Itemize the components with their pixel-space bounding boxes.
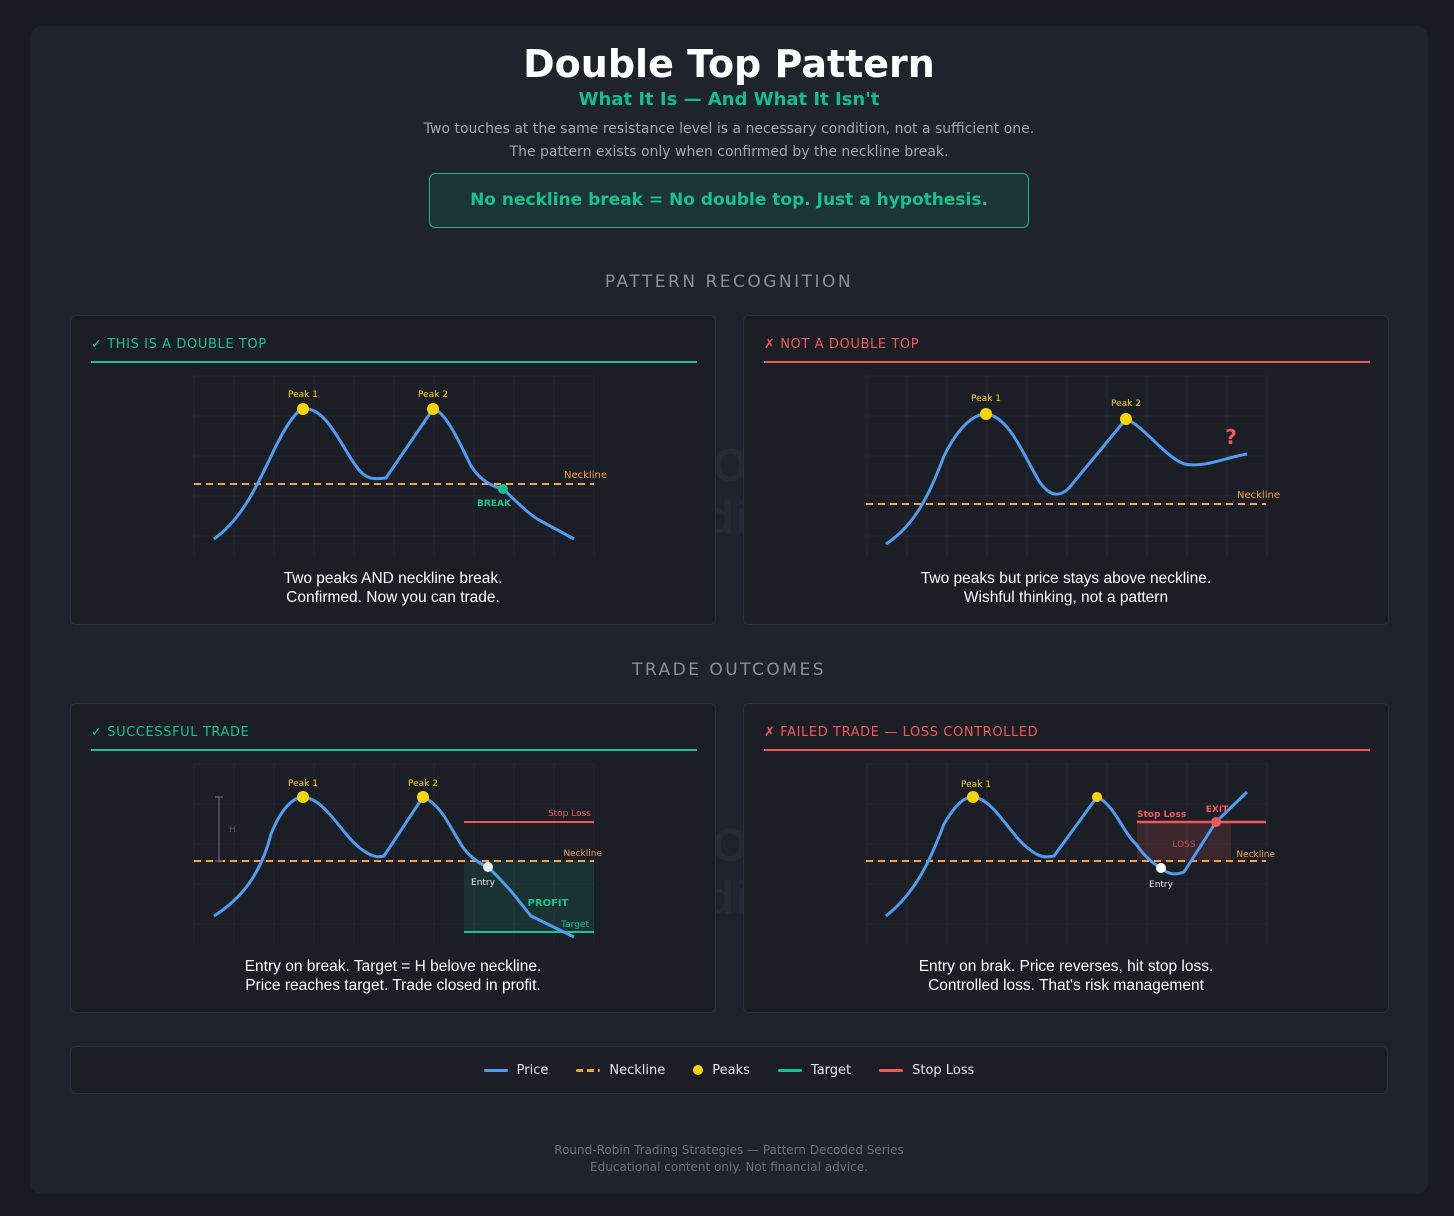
line-swatch-icon xyxy=(777,1068,802,1072)
peak-marker xyxy=(297,791,309,803)
neckline-label: Neckline xyxy=(1236,850,1275,860)
peak-marker xyxy=(297,403,309,415)
caption-line: Entry on brak. Price reverses, hit stop … xyxy=(918,958,1214,975)
description-line: Two touches at the same resistance level… xyxy=(423,121,1035,137)
peak2-label: Peak 2 xyxy=(1111,399,1141,409)
peak1-label: Peak 1 xyxy=(961,780,991,790)
question-mark: ? xyxy=(1225,425,1237,449)
panel-title: ✓ SUCCESSFUL TRADE xyxy=(91,725,250,740)
footer-line: Round-Robin Trading Strategies — Pattern… xyxy=(554,1143,904,1157)
panel-title: ✗ NOT A DOUBLE TOP xyxy=(764,337,920,352)
panel-successful-trade: ✓ SUCCESSFUL TRADE H Peak 1 Peak 2 Stop … xyxy=(70,703,716,1013)
caption: Two peaks AND neckline break. Confirmed. … xyxy=(71,569,715,607)
caption-line: Confirmed. Now you can trade. xyxy=(286,589,500,606)
entry-marker xyxy=(483,862,493,872)
legend-item-neckline: Neckline xyxy=(576,1063,665,1078)
caption-line: Controlled loss. That's risk management xyxy=(928,977,1204,994)
exit-marker xyxy=(1211,817,1221,827)
grid xyxy=(193,763,595,944)
panel-failed-trade: ✗ FAILED TRADE — LOSS CONTROLLED Peak 1 … xyxy=(743,703,1389,1013)
legend-item-target: Target xyxy=(777,1062,852,1078)
peak-marker xyxy=(1120,413,1132,425)
section-heading: PATTERN RECOGNITION xyxy=(604,272,854,292)
trade-diagram: H Peak 1 Peak 2 Stop Loss Neckline Entry… xyxy=(193,763,602,944)
peak-marker xyxy=(980,408,992,420)
grid xyxy=(866,375,1268,556)
loss-label: LOSS xyxy=(1172,840,1195,850)
legend-item-peaks: Peaks xyxy=(693,1063,750,1078)
section-heading: TRADE OUTCOMES xyxy=(631,660,827,680)
target-label: Target xyxy=(560,920,589,930)
legend-label: Neckline xyxy=(609,1062,666,1078)
caption: Entry on brak. Price reverses, hit stop … xyxy=(744,957,1388,995)
line-swatch-icon xyxy=(483,1068,508,1072)
stop-loss-label: Stop Loss xyxy=(548,809,591,819)
pattern-diagram: Peak 1 Peak 2 Neckline BREAK xyxy=(193,375,607,556)
panel-title: ✗ FAILED TRADE — LOSS CONTROLLED xyxy=(764,725,1039,740)
entry-marker xyxy=(1156,863,1166,873)
legend-label: Target xyxy=(810,1062,852,1078)
peak-marker xyxy=(1092,792,1102,802)
dashed-swatch-icon xyxy=(576,1068,601,1072)
peak1-label: Peak 1 xyxy=(288,779,318,789)
loss-zone xyxy=(1137,822,1231,861)
legend-label: Stop Loss xyxy=(912,1062,975,1078)
panel-title: ✓ THIS IS A DOUBLE TOP xyxy=(91,337,267,352)
description-line: The pattern exists only when confirmed b… xyxy=(509,144,949,160)
exit-label: EXIT xyxy=(1206,805,1229,815)
height-bracket xyxy=(215,796,223,862)
caption: Two peaks but price stays above neckline… xyxy=(744,569,1388,607)
peak-marker xyxy=(967,791,979,803)
profit-zone xyxy=(464,861,594,932)
peak-marker xyxy=(417,791,429,803)
entry-label: Entry xyxy=(1149,880,1174,890)
divider xyxy=(91,361,697,363)
divider xyxy=(91,749,697,751)
footer-line: Educational content only. Not financial … xyxy=(590,1160,868,1174)
height-label: H xyxy=(229,825,236,835)
dot-swatch-icon xyxy=(693,1065,704,1075)
line-swatch-icon xyxy=(879,1068,904,1072)
peak1-label: Peak 1 xyxy=(288,390,318,400)
neckline-label: Neckline xyxy=(1237,490,1280,501)
peak1-label: Peak 1 xyxy=(971,394,1001,404)
panel-double-top: ✓ THIS IS A DOUBLE TOP Peak 1 Peak 2 Nec… xyxy=(70,315,716,625)
caption-line: Entry on break. Target = H belove neckli… xyxy=(244,958,542,975)
footer: Round-Robin Trading Strategies — Pattern… xyxy=(30,1142,1428,1176)
divider xyxy=(764,749,1370,751)
caption-line: Two peaks AND neckline break. xyxy=(283,570,503,587)
page-title: Double Top Pattern xyxy=(523,42,935,86)
caption-line: Price reaches target. Trade closed in pr… xyxy=(245,977,541,994)
legend-item-stop-loss: Stop Loss xyxy=(879,1063,974,1078)
description: Two touches at the same resistance level… xyxy=(30,118,1428,164)
grid xyxy=(193,375,595,556)
peak2-label: Peak 2 xyxy=(418,390,448,400)
peak2-label: Peak 2 xyxy=(408,779,438,789)
neckline-label: Neckline xyxy=(563,849,602,859)
stop-loss-label: Stop Loss xyxy=(1137,810,1186,820)
caption-line: Wishful thinking, not a pattern xyxy=(963,589,1169,606)
page-subtitle: What It Is — And What It Isn't xyxy=(578,89,880,110)
entry-label: Entry xyxy=(471,878,496,888)
pattern-diagram: Peak 1 Peak 2 Neckline ? xyxy=(866,375,1280,556)
key-callout: No neckline break = No double top. Just … xyxy=(429,173,1029,228)
caption-line: Two peaks but price stays above neckline… xyxy=(920,570,1212,587)
infographic: ROUND-ROBINTrading Strategies ROUND-ROBI… xyxy=(30,26,1428,1194)
price-line xyxy=(885,412,1248,546)
neckline-label: Neckline xyxy=(564,470,607,481)
legend-label: Peaks xyxy=(712,1062,750,1078)
panel-not-double-top: ✗ NOT A DOUBLE TOP Peak 1 Peak 2 Necklin… xyxy=(743,315,1389,625)
peak-marker xyxy=(427,403,439,415)
legend-item-price: Price xyxy=(483,1062,549,1078)
caption: Entry on break. Target = H belove neckli… xyxy=(71,957,715,995)
legend: Price Neckline Peaks Target Stop Loss xyxy=(70,1046,1388,1094)
trade-diagram: Peak 1 Stop Loss EXIT LOSS Neckline Entr… xyxy=(866,763,1275,944)
legend-label: Price xyxy=(516,1062,549,1078)
break-marker xyxy=(498,484,508,494)
profit-label: PROFIT xyxy=(528,898,569,909)
break-label: BREAK xyxy=(477,499,512,509)
divider xyxy=(764,361,1370,363)
